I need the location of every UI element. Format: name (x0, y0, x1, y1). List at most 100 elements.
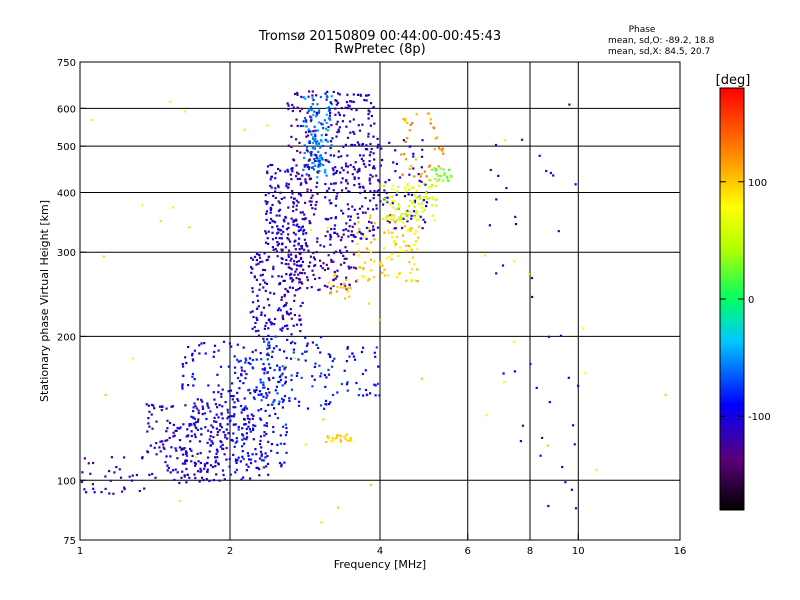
echo-point (310, 150, 313, 154)
echo-point (374, 394, 377, 397)
echo-point (362, 160, 365, 163)
echo-point (243, 128, 246, 131)
echo-point (423, 170, 426, 173)
echo-point (270, 337, 273, 341)
echo-point (322, 418, 325, 421)
echo-point (363, 99, 366, 102)
echo-point (513, 260, 516, 263)
echo-point (284, 287, 287, 291)
echo-point (354, 235, 357, 239)
echo-point (413, 199, 417, 202)
echo-point (262, 383, 265, 386)
echo-point (326, 285, 329, 288)
echo-point (244, 405, 247, 408)
echo-point (411, 256, 415, 259)
echo-point (361, 123, 364, 126)
echo-point (310, 200, 313, 203)
echo-point (277, 167, 280, 171)
echo-point (280, 197, 283, 200)
y-axis-label: Stationary phase Virtual Height [km] (38, 200, 51, 402)
echo-point (313, 139, 316, 143)
echo-point (271, 163, 274, 167)
echo-point (226, 437, 229, 440)
echo-point (375, 204, 378, 207)
echo-point (322, 127, 325, 130)
echo-point (166, 464, 169, 467)
echo-point (213, 344, 217, 347)
echo-point (307, 174, 311, 177)
echo-point (109, 479, 112, 482)
echo-point (314, 264, 317, 267)
echo-point (289, 266, 292, 270)
echo-point (285, 228, 289, 231)
echo-point (329, 147, 332, 150)
echo-point (249, 462, 253, 465)
echo-point (411, 268, 414, 271)
echo-point (213, 416, 216, 419)
echo-point (285, 182, 288, 185)
echo-point (316, 103, 319, 106)
echo-point (305, 149, 308, 152)
echo-point (266, 124, 269, 127)
echo-point (273, 292, 276, 295)
echo-point (362, 267, 365, 270)
echo-point (434, 198, 438, 201)
echo-point (293, 260, 296, 263)
echo-point (270, 217, 273, 221)
echo-point (357, 177, 360, 180)
echo-point (383, 197, 386, 200)
echo-point (216, 456, 219, 459)
echo-point (298, 314, 301, 317)
echo-point (322, 164, 325, 167)
echo-point (324, 168, 327, 172)
echo-point (345, 101, 349, 104)
echo-point (426, 198, 429, 201)
echo-point (442, 173, 445, 176)
echo-point (254, 330, 258, 333)
echo-point (221, 443, 224, 446)
echo-point (330, 260, 333, 263)
echo-point (348, 105, 351, 108)
echo-point (211, 466, 215, 469)
echo-point (299, 256, 303, 260)
echo-point (233, 355, 236, 358)
echo-point (220, 392, 223, 396)
echo-point (280, 275, 283, 278)
echo-point (421, 139, 424, 142)
echo-point (290, 135, 293, 138)
echo-point (235, 437, 238, 440)
echo-point (298, 278, 301, 281)
echo-point (306, 111, 309, 114)
echo-point (308, 200, 311, 203)
echo-point (345, 257, 348, 260)
echo-point (521, 424, 524, 427)
echo-point (400, 249, 403, 252)
echo-point (414, 158, 417, 161)
echo-point (185, 454, 189, 457)
echo-point (307, 109, 310, 112)
echo-point (342, 169, 345, 172)
echo-point (399, 246, 402, 249)
echo-point (427, 165, 430, 168)
echo-point (372, 225, 375, 228)
echo-point (141, 204, 144, 207)
echo-point (195, 407, 198, 410)
echo-point (369, 250, 372, 253)
echo-point (371, 175, 374, 178)
echo-point (329, 291, 333, 294)
echo-point (287, 233, 290, 236)
echo-point (267, 334, 270, 337)
echo-point (267, 327, 270, 330)
echo-point (513, 370, 516, 373)
echo-point (409, 199, 412, 202)
echo-point (262, 306, 265, 309)
grid-lines (79, 62, 681, 540)
echo-point (272, 425, 275, 429)
echo-point (420, 166, 423, 169)
echo-point (241, 408, 244, 411)
echo-point (410, 214, 413, 217)
echo-point (217, 462, 220, 465)
echo-point (271, 275, 274, 278)
echo-point (274, 335, 277, 338)
echo-point (243, 397, 246, 400)
